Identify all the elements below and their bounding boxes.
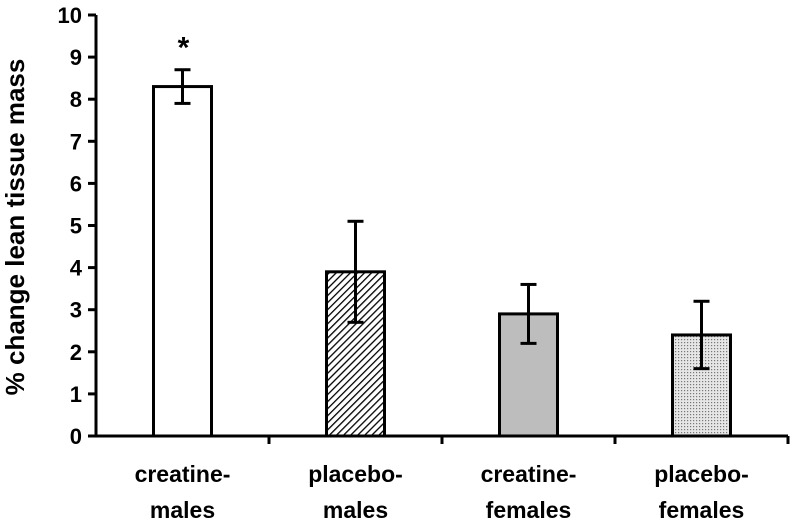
bar	[152, 85, 213, 438]
y-tick-label: 6	[70, 171, 82, 196]
y-tick-label: 3	[70, 298, 82, 323]
y-axis-label: % change lean tissue mass	[0, 59, 30, 396]
y-tick-label: 8	[70, 87, 82, 112]
x-category-label: females	[659, 497, 745, 523]
y-tick-label: 2	[70, 340, 82, 365]
y-tick-label: 1	[70, 382, 82, 407]
x-category-label: females	[486, 497, 572, 523]
significance-marker: *	[178, 32, 190, 65]
x-category-label: males	[323, 497, 388, 523]
x-category-label: creatine-	[135, 461, 231, 487]
y-tick-label: 7	[70, 129, 82, 154]
x-category-label: placebo-	[654, 461, 749, 487]
x-category-label: males	[150, 497, 215, 523]
bar	[671, 333, 732, 438]
y-tick-label: 9	[70, 45, 82, 70]
y-tick-label: 0	[70, 424, 82, 449]
x-category-label: placebo-	[308, 461, 403, 487]
y-tick-label: 5	[70, 214, 82, 239]
y-tick-label: 4	[70, 256, 83, 281]
y-tick-label: 10	[58, 3, 82, 28]
bars	[152, 68, 732, 438]
labels: 0 1 2 3 4 5 6 7 8 9 10 creatine-males placebo-males c…	[58, 3, 749, 523]
x-category-label: creatine-	[481, 461, 577, 487]
